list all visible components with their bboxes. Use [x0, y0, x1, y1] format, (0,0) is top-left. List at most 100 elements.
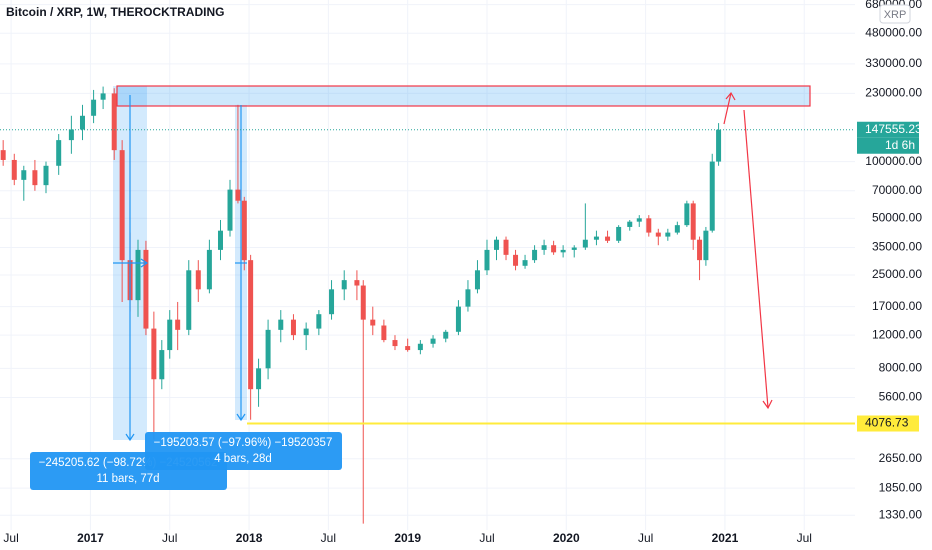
candle-body: [195, 270, 201, 290]
candle-body: [636, 218, 642, 222]
y-tick-label: 1850.00: [879, 480, 923, 494]
candle-body: [392, 340, 398, 347]
chart-title: Bitcoin / XRP, 1W, THEROCKTRADING: [6, 5, 224, 19]
candle-body: [360, 285, 366, 320]
candle-body: [582, 239, 588, 248]
candle-body: [235, 189, 241, 201]
y-tick-label: 5600.00: [879, 390, 923, 404]
candle-body: [646, 218, 652, 233]
x-tick-label: Jul: [3, 531, 18, 545]
resistance-zone: [116, 85, 811, 107]
candle-body: [697, 239, 703, 261]
price-label-box: [857, 415, 919, 432]
candle-body: [68, 129, 74, 141]
candle-body: [541, 245, 547, 250]
y-tick-label: 2650.00: [879, 451, 923, 465]
candle-body: [56, 140, 62, 166]
candle-body: [329, 289, 335, 315]
candle-body: [674, 225, 680, 233]
candle-body: [11, 159, 17, 180]
x-tick-label: Jul: [479, 531, 494, 545]
x-tick-label: Jul: [321, 531, 336, 545]
candle-body: [690, 203, 696, 240]
candle-body: [627, 221, 633, 227]
x-tick-label: 2021: [712, 531, 739, 545]
candle-body: [709, 161, 715, 231]
candle-body: [354, 280, 360, 286]
time-axis: [0, 530, 932, 550]
y-tick-label: 12000.00: [872, 327, 922, 341]
measure-text: 4 bars, 28d: [214, 453, 272, 465]
candle-body: [256, 368, 262, 390]
candle-body: [532, 249, 538, 261]
candle-body: [430, 338, 436, 344]
price-label: 147555.23: [865, 122, 922, 136]
y-tick-label: 25000.00: [872, 267, 922, 281]
measure-lines: [113, 95, 247, 442]
candle-body: [513, 254, 519, 266]
arrows: [723, 91, 773, 410]
candle-body: [503, 239, 509, 255]
y-tick-label: 35000.00: [872, 240, 922, 254]
candle-body: [484, 249, 490, 271]
measure-tooltip: [145, 432, 342, 470]
candle-body: [455, 306, 461, 332]
x-tick-label: 2018: [236, 531, 263, 545]
candle-body: [551, 245, 557, 253]
candle-body: [703, 230, 709, 261]
price-label: 4076.73: [865, 416, 909, 430]
candle-body: [241, 200, 247, 261]
candles: [0, 86, 722, 524]
y-tick-label: 70000.00: [872, 183, 922, 197]
candle-body: [175, 319, 181, 330]
candle-body: [665, 232, 671, 237]
candle-body: [605, 236, 611, 241]
symbol-badge-box: [879, 4, 911, 24]
candle-body: [151, 328, 157, 380]
measure-text: −195203.57 (−97.96%) −19520357: [154, 437, 333, 449]
candle-body: [684, 203, 690, 226]
price-axis: [855, 0, 932, 550]
price-label-box: [857, 121, 919, 138]
candle-body: [465, 289, 471, 307]
candle-body: [655, 232, 661, 237]
candle-body: [593, 236, 599, 240]
candle-body: [316, 314, 322, 329]
candle-body: [303, 328, 309, 336]
y-tick-label: 100000.00: [865, 154, 922, 168]
candle-body: [111, 93, 117, 151]
candle-body: [560, 249, 566, 253]
candle-body: [474, 270, 480, 290]
x-tick-label: 2019: [394, 531, 421, 545]
y-tick-label: 8000.00: [879, 361, 923, 375]
candle-body: [522, 260, 528, 266]
candle-body: [443, 331, 449, 339]
candle-body: [417, 343, 423, 351]
candle-body: [43, 165, 49, 186]
axes: 680000.00480000.00330000.00230000.001000…: [3, 0, 922, 545]
x-tick-label: 2017: [77, 531, 104, 545]
candle-body: [159, 350, 165, 380]
candle-body: [135, 249, 141, 301]
candle-body: [143, 249, 149, 329]
candle-body: [186, 270, 192, 330]
candle-body: [206, 249, 212, 290]
candle-body: [21, 170, 27, 180]
measure-text: 11 bars, 77d: [96, 473, 159, 485]
y-tick-label: 17000.00: [872, 299, 922, 313]
y-tick-label: 50000.00: [872, 210, 922, 224]
x-tick-label: Jul: [797, 531, 812, 545]
candle-body: [167, 319, 173, 351]
candle-body: [405, 346, 411, 351]
x-tick-label: Jul: [162, 531, 177, 545]
x-tick-label: Jul: [638, 531, 653, 545]
candle-body: [248, 260, 254, 390]
candle-body: [616, 226, 622, 241]
candle-body: [227, 189, 233, 231]
candle-body: [217, 230, 223, 250]
candle-body: [119, 150, 125, 261]
y-tick-label: 230000.00: [865, 86, 922, 100]
y-tick-label: 330000.00: [865, 56, 922, 70]
